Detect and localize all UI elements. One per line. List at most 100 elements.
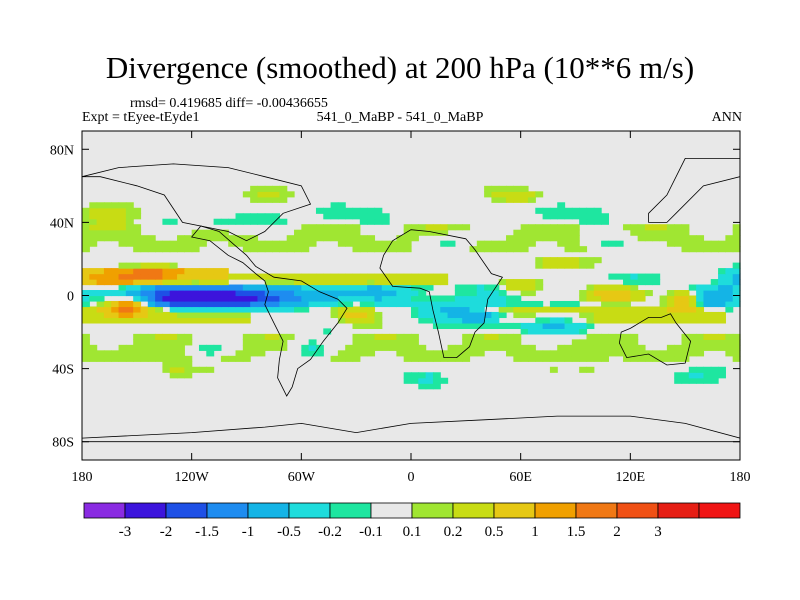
field-cell bbox=[352, 333, 361, 340]
field-cell bbox=[491, 311, 500, 319]
field-cell bbox=[82, 218, 90, 225]
field-cell bbox=[359, 240, 368, 247]
field-cell bbox=[169, 361, 178, 368]
field-cell bbox=[220, 268, 229, 275]
field-cell bbox=[381, 213, 390, 220]
field-cell bbox=[586, 295, 595, 302]
field-cell bbox=[732, 229, 741, 236]
field-cell bbox=[571, 344, 580, 351]
field-cell bbox=[506, 339, 514, 346]
field-cell bbox=[308, 350, 317, 357]
field-cell bbox=[184, 279, 193, 286]
field-cell bbox=[484, 185, 493, 192]
field-cell bbox=[155, 295, 164, 302]
field-cell bbox=[549, 213, 558, 220]
field-cell bbox=[418, 306, 427, 313]
field-cell bbox=[403, 350, 412, 357]
field-cell bbox=[337, 240, 346, 247]
field-cell bbox=[294, 295, 302, 302]
field-cell bbox=[462, 224, 471, 231]
field-cell bbox=[440, 355, 449, 362]
field-cell bbox=[447, 295, 456, 302]
field-cell bbox=[586, 284, 595, 291]
field-cell bbox=[520, 235, 529, 242]
field-cell bbox=[557, 322, 566, 329]
field-cell bbox=[147, 306, 156, 313]
field-cell bbox=[125, 235, 134, 242]
field-cell bbox=[630, 295, 639, 302]
field-cell bbox=[637, 311, 646, 319]
field-cell bbox=[191, 268, 200, 275]
field-cell bbox=[513, 295, 522, 302]
field-cell bbox=[703, 300, 712, 308]
field-cell bbox=[630, 355, 639, 362]
field-cell bbox=[535, 207, 544, 214]
field-cell bbox=[213, 300, 222, 308]
field-cell bbox=[82, 235, 90, 242]
field-cell bbox=[169, 372, 178, 379]
field-cell bbox=[454, 311, 463, 319]
coastline bbox=[379, 229, 504, 359]
field-cell bbox=[476, 284, 485, 291]
field-cell bbox=[323, 295, 332, 302]
field-cell bbox=[623, 295, 631, 302]
field-cell bbox=[506, 279, 514, 286]
field-cell bbox=[184, 273, 193, 280]
field-cell bbox=[549, 224, 558, 231]
field-cell bbox=[542, 257, 551, 264]
field-cell bbox=[513, 339, 522, 346]
field-cell bbox=[118, 268, 127, 275]
field-cell bbox=[337, 202, 346, 209]
field-cell bbox=[506, 284, 514, 291]
field-cell bbox=[345, 344, 354, 351]
field-cell bbox=[389, 295, 397, 302]
field-cell bbox=[345, 317, 354, 324]
field-cell bbox=[579, 306, 588, 313]
field-cell bbox=[644, 355, 653, 362]
field-cell bbox=[264, 185, 273, 192]
field-cell bbox=[389, 246, 397, 253]
field-cell bbox=[133, 317, 142, 324]
field-cell bbox=[264, 290, 273, 297]
field-cell bbox=[688, 246, 697, 253]
field-cell bbox=[396, 240, 405, 247]
field-cell bbox=[520, 290, 529, 297]
field-cell bbox=[513, 235, 522, 242]
field-cell bbox=[462, 300, 471, 308]
field-cell bbox=[198, 290, 207, 297]
field-cell bbox=[89, 350, 98, 357]
field-cell bbox=[250, 300, 259, 308]
case-label: 541_0_MaBP - 541_0_MaBP bbox=[316, 110, 484, 125]
field-cell bbox=[637, 355, 646, 362]
field-cell bbox=[491, 344, 500, 351]
field-cell bbox=[235, 300, 244, 308]
field-cell bbox=[323, 229, 332, 236]
field-cell bbox=[608, 306, 617, 313]
field-cell bbox=[352, 246, 361, 253]
field-cell bbox=[513, 185, 522, 192]
field-cell bbox=[213, 295, 222, 302]
field-cell bbox=[454, 224, 463, 231]
y-tick-label: 40S bbox=[52, 363, 74, 378]
field-cell bbox=[564, 328, 573, 335]
field-cell bbox=[367, 317, 376, 324]
field-cell bbox=[125, 207, 134, 214]
field-cell bbox=[652, 224, 661, 231]
field-cell bbox=[623, 317, 631, 324]
field-cell bbox=[469, 317, 478, 324]
field-cell bbox=[732, 355, 741, 362]
field-cell bbox=[103, 218, 112, 225]
field-cell bbox=[352, 306, 361, 313]
field-cell bbox=[96, 300, 105, 308]
field-cell bbox=[389, 300, 397, 308]
field-cell bbox=[571, 235, 580, 242]
field-cell bbox=[447, 317, 456, 324]
field-cell bbox=[301, 300, 310, 308]
field-cell bbox=[352, 290, 361, 297]
field-cell bbox=[688, 372, 697, 379]
field-cell bbox=[725, 333, 734, 340]
field-cell bbox=[535, 257, 544, 264]
field-cell bbox=[184, 339, 193, 346]
field-cell bbox=[498, 246, 507, 253]
field-cell bbox=[637, 273, 646, 280]
